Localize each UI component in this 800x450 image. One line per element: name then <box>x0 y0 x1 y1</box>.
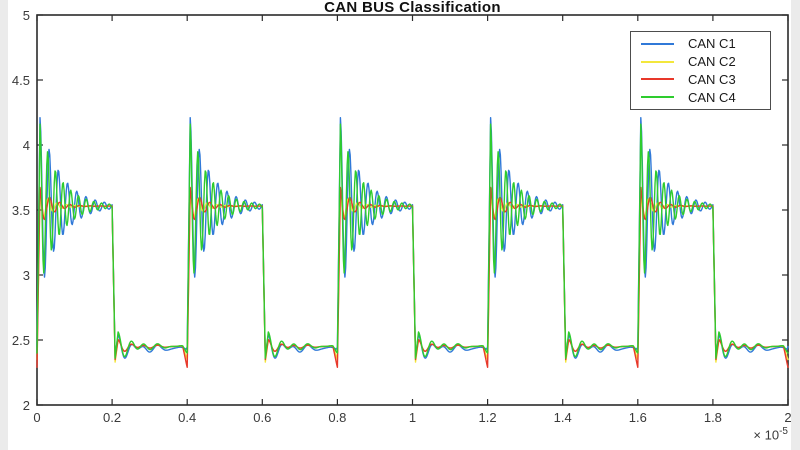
x-tick-label: 0.4 <box>178 410 197 425</box>
legend-item-label: CAN C4 <box>688 89 736 105</box>
legend-color-line <box>641 78 674 81</box>
x-tick-label: 1.4 <box>553 410 572 425</box>
y-tick-label: 4 <box>22 137 30 153</box>
legend: CAN C1 CAN C2 CAN C3 CAN C4 <box>630 31 771 110</box>
legend-item-label: CAN C3 <box>688 71 736 87</box>
x-axis-multiplier: × 10-5 <box>753 426 788 442</box>
y-tick-label: 4.5 <box>11 72 30 88</box>
chart-title: CAN BUS Classification <box>324 0 501 16</box>
series-trace-4 <box>36 123 789 359</box>
x-tick-label: 0 <box>33 410 41 425</box>
legend-item: CAN C1 <box>631 35 770 52</box>
legend-item-label: CAN C2 <box>688 54 736 70</box>
series-trace-1 <box>36 116 789 359</box>
x-axis-multiplier-exponent: -5 <box>779 426 788 437</box>
x-tick-label: 0.2 <box>103 410 122 425</box>
window-edge-right <box>791 0 800 450</box>
legend-item: CAN C3 <box>631 71 770 88</box>
x-tick-label: 1.6 <box>628 410 647 425</box>
y-tick-label: 5 <box>22 7 30 23</box>
legend-color-line <box>641 42 674 45</box>
x-tick-label: 1.8 <box>703 410 722 425</box>
window-edge-left <box>0 0 8 450</box>
legend-color-line <box>641 60 674 63</box>
x-tick-label: 1 <box>408 410 417 425</box>
legend-item: CAN C4 <box>631 89 770 106</box>
y-tick-label: 3 <box>22 267 30 283</box>
x-tick-label: 2 <box>784 410 792 425</box>
x-tick-label: 1.2 <box>478 410 497 425</box>
legend-item-label: CAN C1 <box>688 36 736 52</box>
legend-item: CAN C2 <box>631 53 770 70</box>
y-tick-label: 3.5 <box>11 202 30 218</box>
x-axis-multiplier-base: × 10 <box>753 427 780 443</box>
y-tick-label: 2 <box>22 397 30 413</box>
x-tick-label: 0.8 <box>328 410 347 425</box>
legend-color-line <box>641 96 674 99</box>
y-tick-label: 2.5 <box>11 332 30 348</box>
x-tick-label: 0.6 <box>253 410 272 425</box>
